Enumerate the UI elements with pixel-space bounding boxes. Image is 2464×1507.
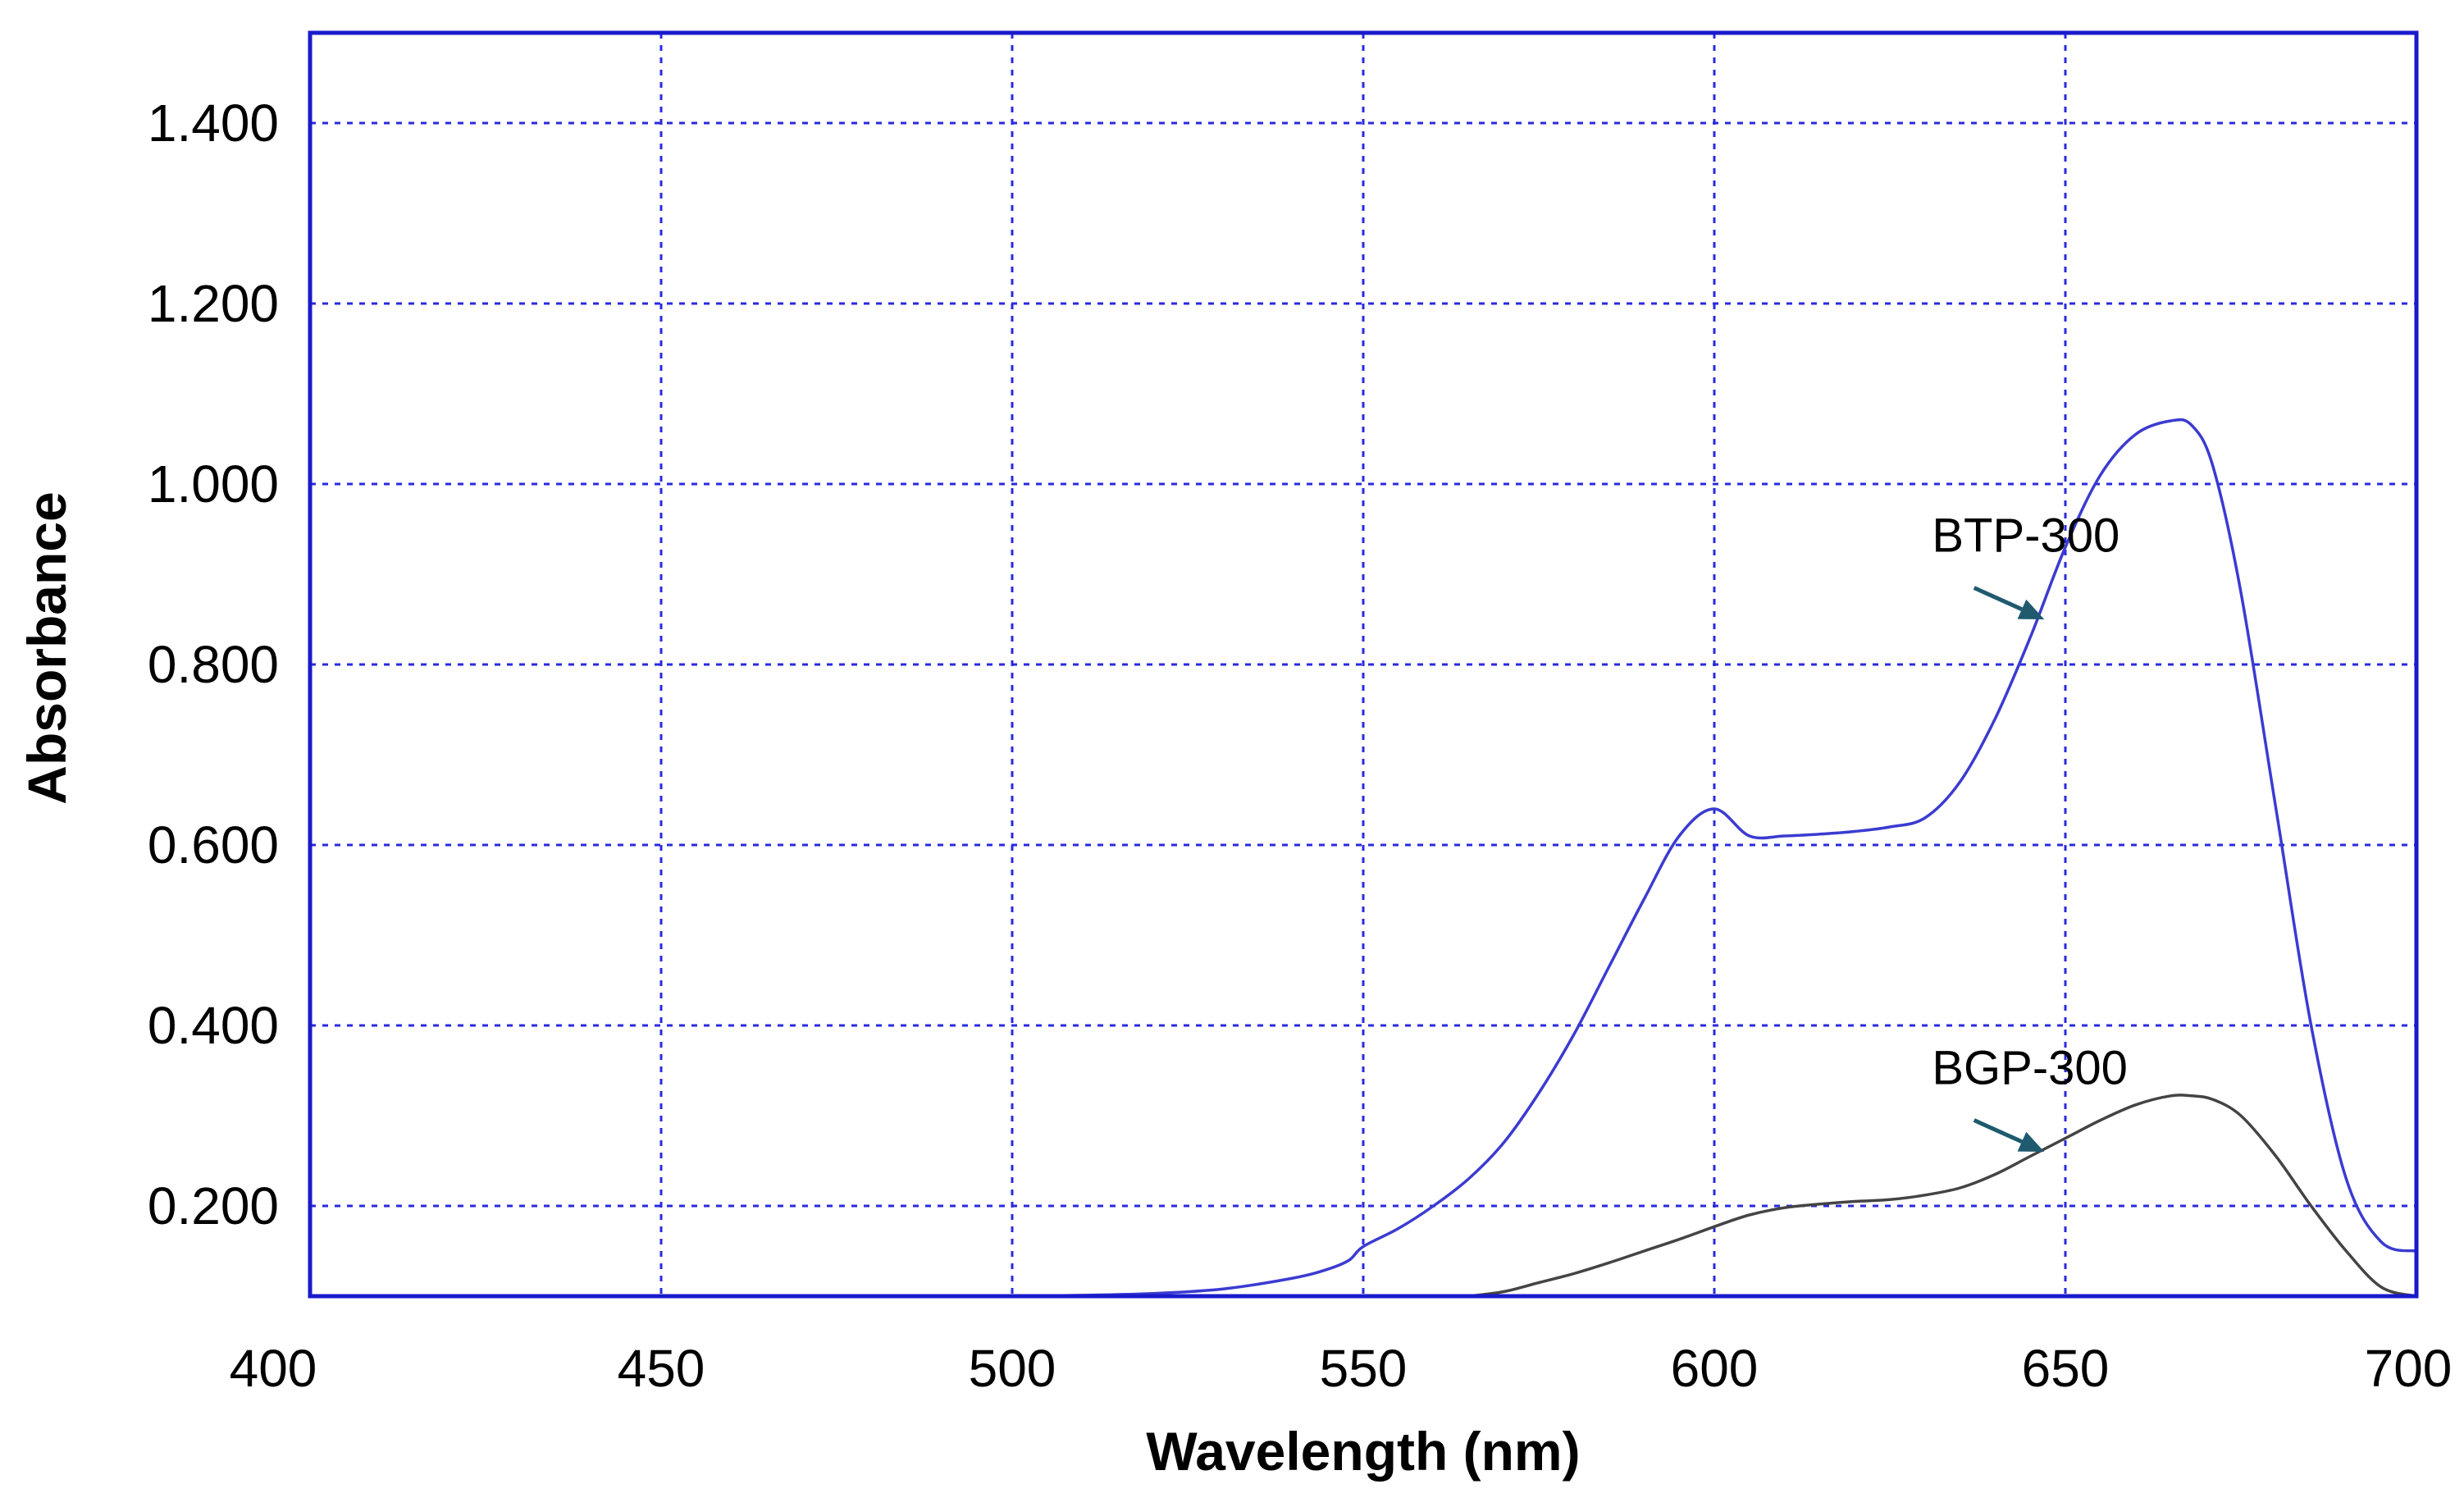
annotation-arrow-shaft-bgp-300 — [1973, 1118, 2023, 1144]
y-tick-label: 1.000 — [148, 454, 279, 514]
x-tick-label: 450 — [618, 1339, 705, 1398]
y-tick-labels: 0.200 0.400 0.600 0.800 1.000 1.200 1.400 — [148, 94, 279, 1235]
annotation-label-btp-300: BTP-300 — [1932, 509, 2119, 563]
y-axis-title: Absorbance — [16, 491, 77, 804]
y-tick-label: 0.400 — [148, 996, 279, 1055]
x-tick-label: 650 — [2022, 1339, 2110, 1398]
x-tick-label: 550 — [1320, 1339, 1408, 1398]
x-tick-label: 700 — [2365, 1339, 2453, 1398]
series-line-btp-300 — [1011, 418, 2418, 1298]
y-tick-label: 0.800 — [148, 635, 279, 694]
annotation-arrow-head-btp-300 — [2017, 599, 2045, 619]
x-tick-labels: 400 450 500 550 600 650 700 — [230, 1339, 2453, 1398]
x-axis-title: Wavelength (nm) — [1146, 1421, 1580, 1482]
y-tick-label: 0.600 — [148, 815, 279, 875]
annotation-label-bgp-300: BGP-300 — [1932, 1042, 2128, 1095]
annotation-arrow-shaft-btp-300 — [1973, 586, 2023, 611]
series-line-bgp-300 — [1467, 1094, 2418, 1298]
annotation-layer: BTP-300 BGP-300 — [1932, 509, 2128, 1152]
y-tick-label: 1.400 — [148, 94, 279, 153]
plot-frame — [308, 30, 2419, 1299]
x-tick-label: 600 — [1671, 1339, 1759, 1398]
y-tick-label: 0.200 — [148, 1176, 279, 1235]
x-tick-label: 400 — [230, 1339, 317, 1398]
y-tick-label: 1.200 — [148, 274, 279, 333]
series-layer — [1011, 418, 2418, 1298]
x-tick-label: 500 — [969, 1339, 1056, 1398]
grid-layer — [310, 33, 2416, 1296]
annotation-arrow-head-bgp-300 — [2017, 1131, 2045, 1152]
